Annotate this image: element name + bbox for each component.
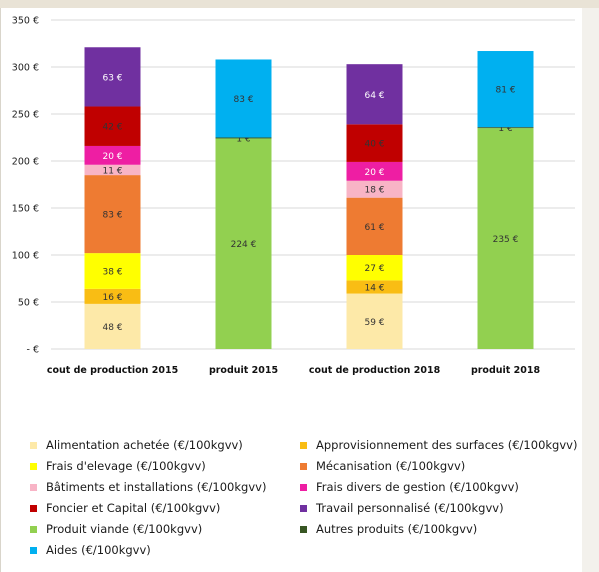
bar-segment	[346, 293, 403, 349]
bar-segment	[84, 47, 141, 107]
legend-item: Frais d'elevage (€/100kgvv)	[30, 459, 206, 473]
legend-swatch	[300, 441, 307, 449]
data-label: 59 €	[364, 318, 384, 328]
data-label: 42 €	[102, 123, 122, 133]
legend-item: Produit viande (€/100kgvv)	[30, 522, 202, 536]
data-label: 38 €	[102, 267, 122, 277]
legend-label: Autres produits (€/100kgvv)	[316, 522, 478, 536]
bar-segment	[84, 164, 141, 176]
y-tick-label: 50 €	[18, 298, 39, 309]
y-tick-label: 100 €	[12, 251, 39, 262]
legend-item: Alimentation achetée (€/100kgvv)	[30, 438, 243, 452]
y-tick-label: 200 €	[12, 157, 39, 168]
legend-item: Frais divers de gestion (€/100kgvv)	[300, 480, 519, 494]
legend-label: Frais d'elevage (€/100kgvv)	[46, 459, 206, 473]
data-label: 40 €	[364, 140, 384, 150]
data-label: 1 €	[236, 134, 251, 144]
legend-label: Foncier et Capital (€/100kgvv)	[46, 501, 221, 515]
right-edge	[582, 8, 599, 572]
data-label: 27 €	[364, 264, 384, 274]
legend-item: Bâtiments et installations (€/100kgvv)	[30, 480, 266, 494]
legend-swatch	[300, 504, 307, 512]
bar-segment	[346, 64, 403, 125]
legend-label: Bâtiments et installations (€/100kgvv)	[46, 480, 267, 494]
data-label: 20 €	[364, 168, 384, 178]
legend-swatch	[30, 525, 37, 533]
y-tick-label: 300 €	[12, 63, 39, 74]
legend-swatch	[30, 483, 37, 491]
data-label: 81 €	[495, 86, 515, 96]
legend-swatch	[30, 462, 37, 470]
y-tick-label: 350 €	[12, 16, 39, 27]
legend-item: Travail personnalisé (€/100kgvv)	[300, 501, 504, 515]
bar-segment	[215, 137, 272, 139]
bar-segment	[346, 124, 403, 162]
bar-segment	[346, 161, 403, 181]
legend-item: Mécanisation (€/100kgvv)	[300, 459, 465, 473]
data-label: 83 €	[102, 211, 122, 221]
legend-label: Produit viande (€/100kgvv)	[46, 522, 203, 536]
bar-segment	[215, 59, 272, 138]
x-tick-label: produit 2015	[209, 365, 278, 376]
y-tick-label: - €	[27, 345, 40, 356]
data-label: 64 €	[364, 91, 384, 101]
legend-swatch	[300, 525, 307, 533]
y-tick-label: 250 €	[12, 110, 39, 121]
bar-segment	[477, 127, 534, 129]
x-tick-label: produit 2018	[471, 365, 541, 376]
bar-segment	[84, 303, 141, 349]
bar-segment	[84, 106, 141, 146]
bar-segment	[346, 280, 403, 294]
chart-panel: - € 50 € 100 € 150 € 200 € 250 € 300 € 350 € 48 …	[0, 8, 583, 572]
bar-segment	[84, 175, 141, 254]
data-label: 1 €	[498, 124, 513, 134]
legend-item: Autres produits (€/100kgvv)	[300, 522, 477, 536]
legend-item: Aides (€/100kgvv)	[30, 543, 151, 557]
legend-label: Frais divers de gestion (€/100kgvv)	[316, 480, 519, 494]
legend-swatch	[300, 483, 307, 491]
legend-label: Aides (€/100kgvv)	[46, 543, 151, 557]
legend-swatch	[30, 504, 37, 512]
bar-segment	[346, 255, 403, 281]
bar-segment	[477, 128, 534, 349]
data-label: 11 €	[102, 166, 122, 176]
legend-item: Foncier et Capital (€/100kgvv)	[30, 501, 220, 515]
legend-label: Approvisionnement des surfaces (€/100kgv…	[316, 438, 578, 452]
data-label: 20 €	[102, 152, 122, 162]
data-label: 63 €	[102, 73, 122, 83]
bar-segment	[84, 253, 141, 289]
legend-label: Mécanisation (€/100kgvv)	[316, 459, 466, 473]
data-label: 61 €	[364, 223, 384, 233]
bar-segment	[215, 138, 272, 349]
bar-segment	[346, 197, 403, 255]
data-label: 14 €	[364, 283, 384, 293]
x-tick-label: cout de production 2015	[47, 365, 178, 376]
stacked-bar-chart: - € 50 € 100 € 150 € 200 € 250 € 300 € 350 € 48 …	[12, 16, 575, 376]
legend-label: Alimentation achetée (€/100kgvv)	[46, 438, 243, 452]
legend-label: Travail personnalisé (€/100kgvv)	[316, 501, 504, 515]
legend-swatch	[30, 546, 37, 554]
y-tick-label: 150 €	[12, 204, 39, 215]
legend-swatch	[300, 462, 307, 470]
legend-swatch	[30, 441, 37, 449]
data-label: 48 €	[102, 323, 122, 333]
bar-segment	[346, 180, 403, 198]
bar-segment	[84, 145, 141, 165]
data-label: 83 €	[233, 95, 253, 105]
data-label: 224 €	[231, 240, 257, 250]
data-label: 18 €	[364, 186, 384, 196]
data-label: 235 €	[493, 235, 519, 245]
bar-segment	[84, 288, 141, 304]
data-label: 16 €	[102, 293, 122, 303]
bar-segment	[477, 51, 534, 128]
legend-item: Approvisionnement des surfaces (€/100kgv…	[300, 438, 577, 452]
x-tick-label: cout de production 2018	[309, 365, 441, 376]
